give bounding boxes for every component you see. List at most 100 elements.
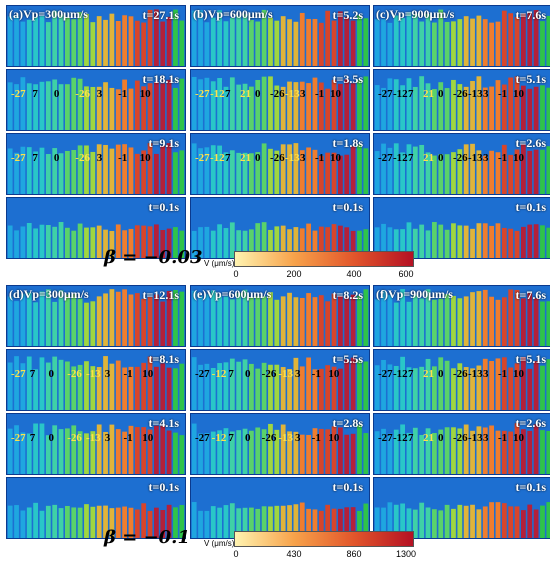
dendrite (338, 155, 343, 194)
dendrite (425, 428, 431, 474)
dendrite (90, 366, 96, 410)
time-label: t=0.1s (148, 480, 179, 494)
dendrite (470, 430, 475, 474)
grain-angle-label: 0 (48, 368, 55, 380)
dendrite (374, 151, 380, 194)
grain-angle-label: -13 (468, 432, 483, 444)
dendrite (432, 89, 437, 130)
dendrite (344, 17, 350, 66)
dendrite (45, 505, 51, 538)
panel-label: (a)Vp=300μm/s (9, 7, 88, 21)
microstructure-image (374, 414, 550, 474)
dendrite (65, 84, 70, 130)
dendrite (141, 225, 147, 258)
dendrite (280, 225, 286, 258)
dendrite (249, 153, 254, 194)
dendrite (65, 505, 70, 538)
dendrite (122, 144, 127, 194)
dendrite (444, 21, 450, 66)
dendrite (527, 430, 533, 474)
dendrite (26, 19, 32, 66)
dendrite (463, 16, 469, 66)
dendrite (451, 368, 456, 410)
dendrite (236, 293, 242, 346)
dendrite (141, 22, 147, 66)
dendrite (84, 302, 89, 346)
dendrite (134, 153, 140, 194)
dendrite (387, 147, 393, 194)
dendrite (268, 364, 273, 410)
dendrite (77, 223, 83, 258)
dendrite (147, 83, 153, 130)
grain-angle-row: -27 7 0 -26 -13 3 -1 10 (7, 368, 185, 382)
dendrite (45, 289, 51, 346)
dendrite (236, 508, 242, 538)
dendrite (217, 507, 222, 538)
dendrite (363, 361, 369, 410)
dendrite (96, 86, 102, 130)
dendrite (476, 365, 482, 410)
dendrite (160, 363, 166, 410)
dendrite (306, 18, 311, 66)
dendrite (45, 225, 51, 258)
time-label: t=8.2s (332, 288, 363, 302)
dendrite (444, 229, 450, 258)
grain-angle-label: -12 (393, 368, 408, 380)
grain-angle-label: 10 (142, 368, 154, 380)
dendrite (274, 226, 280, 258)
dendrite (387, 364, 393, 410)
dendrite (249, 19, 254, 66)
dendrite (268, 17, 273, 66)
dendrite (495, 21, 501, 66)
dendrite (191, 76, 197, 130)
dendrite (451, 295, 456, 346)
dendrite (387, 502, 393, 538)
dendrite (14, 152, 19, 194)
dendrite (90, 86, 96, 130)
simulation-snapshot: t=0.1s (6, 197, 186, 259)
dendrite (312, 297, 318, 346)
dendrite (540, 301, 545, 346)
dendrite (261, 222, 267, 258)
grain-angle-label: 0 (48, 432, 55, 444)
dendrite (508, 77, 514, 130)
dendrite (26, 356, 32, 410)
dendrite (14, 15, 19, 66)
dendrite (344, 434, 350, 474)
colorbar-tick: 0 (233, 269, 239, 279)
dendrite (293, 82, 299, 130)
dendrite (77, 12, 83, 66)
dendrite (249, 297, 254, 346)
time-label: t=18.1s (142, 72, 179, 86)
grain-angle-label: -1 (123, 368, 133, 380)
grain-angle-label: 10 (142, 432, 154, 444)
dendrite (432, 22, 437, 66)
dendrite (71, 230, 77, 258)
dendrite (128, 16, 134, 66)
dendrite (7, 225, 13, 258)
dendrite (65, 428, 70, 474)
dendrite (122, 431, 127, 474)
grain-angle-label: -26 (75, 88, 90, 100)
grain-angle-label: -26 (453, 432, 468, 444)
time-label: t=5.1s (515, 72, 546, 86)
grain-angle-label: -27 (11, 88, 26, 100)
dendrite (540, 505, 545, 538)
dendrite (115, 144, 121, 194)
grain-angle-label: 21 (423, 152, 434, 164)
simulation-snapshot: -27 7 0 -26 3 -1 10 t=9.1s (6, 133, 186, 195)
grain-angle-label: 3 (483, 368, 489, 380)
dendrite (514, 289, 520, 346)
microstructure-image (374, 286, 550, 346)
dendrite (96, 144, 102, 194)
dendrite (229, 77, 235, 130)
dendrite (242, 359, 248, 410)
dendrite (255, 427, 261, 474)
dendrite (198, 79, 203, 130)
dendrite (236, 84, 242, 130)
dendrite (210, 230, 216, 258)
dendrite (96, 296, 102, 346)
dendrite (444, 504, 450, 538)
dendrite (425, 13, 431, 66)
microstructure-image (7, 350, 185, 410)
